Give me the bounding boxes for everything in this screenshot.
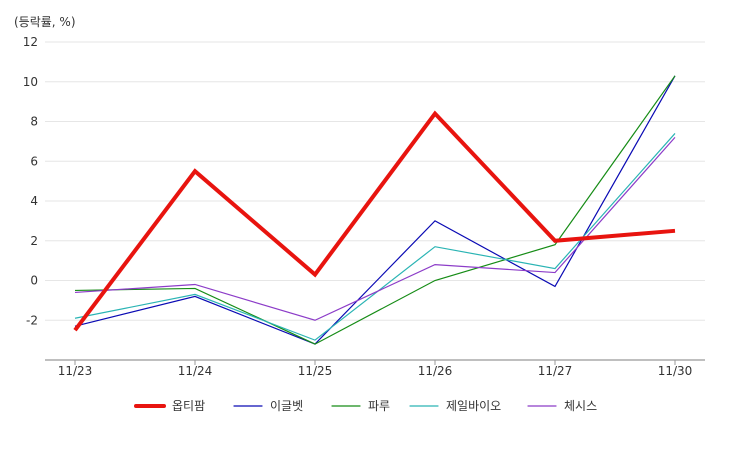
- axes: -2 0 2 4 6 8 10 12 11/23 11/24 11/25 11/26 11/27 11/3…: [23, 35, 705, 378]
- y-tick-label: 2: [30, 234, 38, 248]
- y-tick-label: 10: [23, 75, 38, 89]
- series-line-2: [74, 75, 676, 345]
- y-tick-label: 4: [30, 194, 38, 208]
- x-tick-label: 11/27: [538, 364, 573, 378]
- x-tick-label: 11/23: [58, 364, 93, 378]
- y-tick-label: 8: [30, 115, 38, 129]
- legend-label: 이글벳: [270, 399, 303, 413]
- series-line-4: [74, 133, 676, 341]
- series-lines: [73, 75, 676, 345]
- y-tick-label: -2: [26, 313, 38, 327]
- series-line-1: [73, 110, 676, 332]
- legend: 옵티팜 이글벳 파루 제일바이오 체시스: [134, 399, 597, 413]
- x-tick-label: 11/24: [178, 364, 213, 378]
- legend-label: 제일바이오: [446, 399, 501, 413]
- x-tick-label: 11/25: [298, 364, 333, 378]
- legend-label: 체시스: [564, 399, 597, 413]
- y-axis-unit-label: (등락률, %): [14, 15, 76, 29]
- x-tick-label: 11/30: [658, 364, 693, 378]
- legend-label: 옵티팜: [172, 399, 205, 413]
- series-line-3: [74, 75, 676, 345]
- y-tick-label: 0: [30, 274, 38, 288]
- legend-label: 파루: [368, 399, 390, 413]
- y-tick-label: 12: [23, 35, 38, 49]
- grid-lines: [45, 41, 705, 321]
- y-tick-label: 6: [30, 154, 38, 168]
- x-tick-label: 11/26: [418, 364, 453, 378]
- series-line-5: [74, 137, 676, 321]
